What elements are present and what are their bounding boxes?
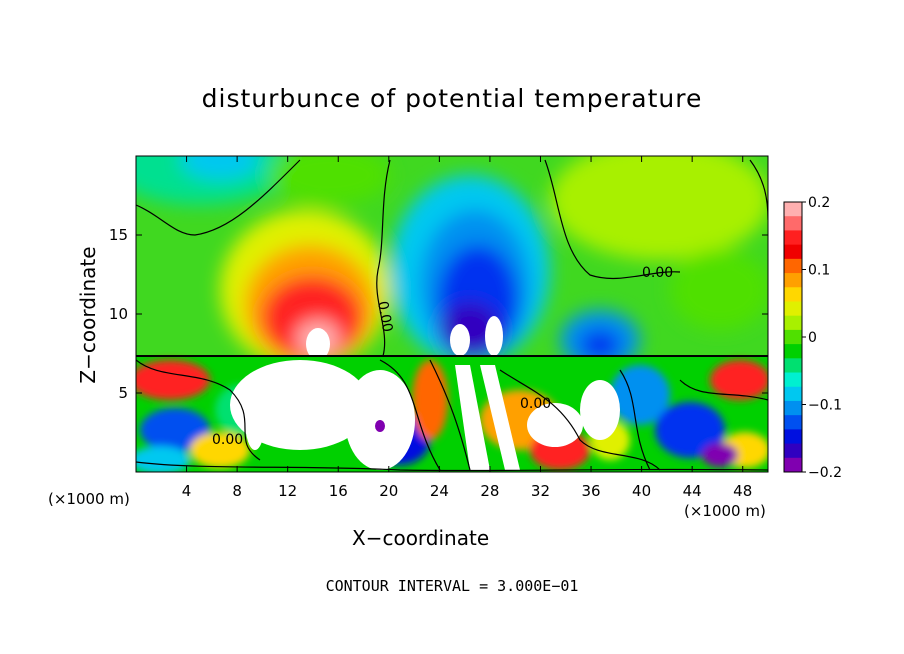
cold-small-core	[580, 330, 620, 360]
colorbar-tick-label: −0.1	[808, 398, 842, 414]
contour-interval-note: CONTOUR INTERVAL = 3.000E−01	[325, 577, 579, 595]
lower-white	[580, 380, 620, 440]
colorbar-swatch	[784, 258, 802, 274]
colorbar-swatch	[784, 244, 802, 260]
colorbar-swatch	[784, 287, 802, 302]
x-axis: 4 8 12 16 20 24 28 32 36 40 44 48	[182, 156, 752, 500]
colorbar-swatch	[784, 358, 802, 374]
contour-zero	[136, 159, 301, 236]
y-tick-label: 15	[109, 226, 128, 244]
colorbar-swatch	[784, 273, 802, 288]
lower-white	[455, 365, 490, 470]
contour	[136, 359, 261, 461]
x-tick-label: 36	[581, 482, 600, 500]
lower-white	[480, 365, 520, 470]
green-region-right	[670, 250, 768, 330]
green-region	[270, 156, 390, 205]
x-tick-label: 16	[329, 482, 348, 500]
x-tick-label: 8	[232, 482, 242, 500]
colorbar-swatch	[784, 202, 802, 217]
x-tick-label: 28	[480, 482, 499, 500]
colorbar-swatch	[784, 400, 802, 416]
lower-white	[230, 360, 370, 450]
yellowgreen-region-right	[550, 156, 768, 260]
colorbar-tick-label: 0.2	[808, 195, 830, 211]
contour-label: 0.00	[520, 396, 551, 412]
colorbar-swatch	[784, 230, 802, 246]
x-tick-label: 44	[683, 482, 702, 500]
contour-zero	[544, 159, 681, 279]
contour	[499, 369, 661, 471]
lower-white	[245, 390, 265, 450]
x-tick-label: 32	[531, 482, 550, 500]
contour	[429, 359, 471, 471]
x-unit-label-right: (×1000 m)	[684, 502, 766, 520]
colorbar-swatch	[784, 329, 802, 345]
patch	[136, 360, 210, 400]
x-axis-label: X−coordinate	[352, 526, 490, 550]
patch	[412, 360, 448, 440]
colorbar-swatch	[784, 415, 802, 430]
patch	[702, 443, 738, 467]
lower-white	[527, 403, 583, 447]
contour-label: 0.00	[642, 265, 673, 281]
contour	[136, 461, 768, 472]
contour-lines	[136, 159, 768, 472]
patch	[140, 408, 210, 452]
x-unit-label-left: (×1000 m)	[48, 490, 130, 508]
contour-label: 0.00	[374, 300, 395, 333]
colorbar-tick-label: 0	[808, 330, 817, 346]
patch	[136, 446, 190, 472]
patch	[190, 432, 250, 468]
colorbar-swatch	[784, 457, 802, 473]
colorbar-swatch	[784, 216, 802, 231]
colorbar-swatch	[784, 344, 802, 359]
purple-dot	[375, 420, 385, 432]
colorbar-swatch	[784, 386, 802, 402]
contour	[379, 359, 441, 471]
colorbar-swatch	[784, 429, 802, 445]
x-tick-label: 20	[379, 482, 398, 500]
colorbar-swatch	[784, 443, 802, 459]
colorbar-tick-label: 0.1	[808, 263, 830, 279]
patch	[710, 360, 768, 400]
x-tick-label: 24	[430, 482, 449, 500]
x-tick-label: 12	[278, 482, 297, 500]
contour-zero	[376, 159, 391, 357]
patch	[655, 402, 725, 458]
y-tick-label: 5	[118, 384, 128, 402]
x-tick-label: 48	[733, 482, 752, 500]
y-axis: 5 10 15	[109, 226, 768, 402]
colorbar-swatch	[784, 301, 802, 317]
contour	[619, 369, 651, 471]
colorbar-swatch	[784, 315, 802, 331]
x-tick-label: 40	[632, 482, 651, 500]
colorbar: 0.2 0.1 0 −0.1 −0.2	[783, 195, 842, 481]
heatmap-field	[136, 156, 768, 472]
x-tick-label: 4	[182, 482, 192, 500]
y-tick-label: 10	[109, 305, 128, 323]
y-axis-label: Z−coordinate	[76, 246, 100, 384]
contour-label: 0.00	[212, 432, 243, 448]
cyan-region-top	[180, 156, 260, 180]
warm-peak	[306, 328, 330, 360]
cold-peak-right	[485, 316, 503, 356]
colorbar-swatch	[784, 372, 802, 388]
cold-peak-left	[450, 324, 470, 356]
chart-title: disturbunce of potential temperature	[201, 84, 703, 113]
colorbar-tick-label: −0.2	[808, 465, 842, 481]
contour	[679, 379, 768, 401]
